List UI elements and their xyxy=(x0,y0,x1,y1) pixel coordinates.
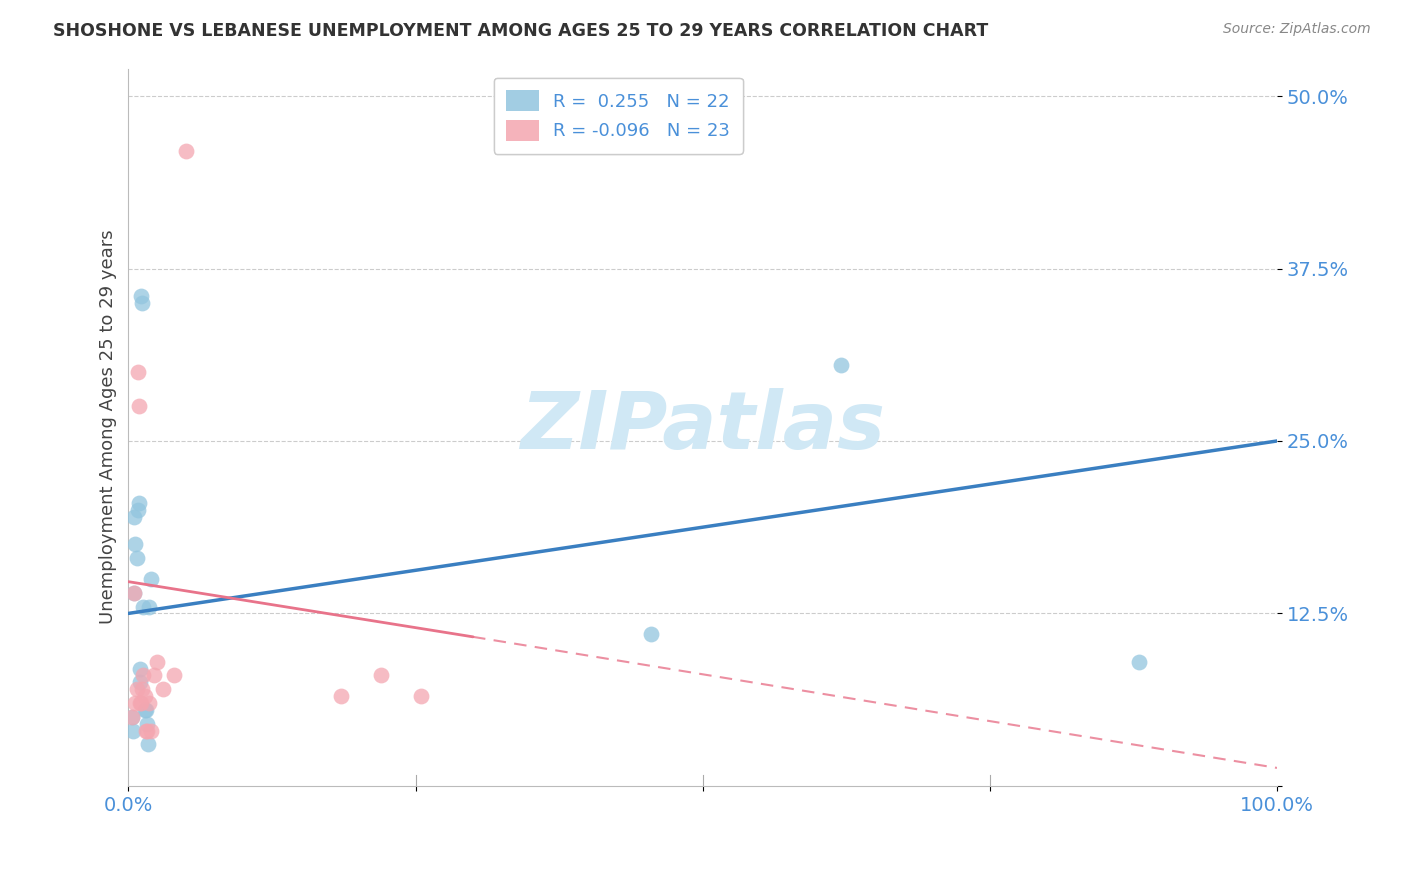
Point xyxy=(141,723,163,738)
Point xyxy=(134,689,156,703)
Text: Source: ZipAtlas.com: Source: ZipAtlas.com xyxy=(1223,22,1371,37)
Point xyxy=(131,682,153,697)
Point xyxy=(163,668,186,682)
Y-axis label: Unemployment Among Ages 25 to 29 years: Unemployment Among Ages 25 to 29 years xyxy=(100,230,117,624)
Point xyxy=(129,289,152,303)
Point xyxy=(329,689,352,703)
Point xyxy=(152,682,174,697)
Point xyxy=(124,537,146,551)
Point xyxy=(146,655,169,669)
Point xyxy=(132,668,155,682)
Point xyxy=(127,365,149,379)
Point xyxy=(122,723,145,738)
Point xyxy=(129,696,152,710)
Point xyxy=(136,738,159,752)
Point xyxy=(129,696,152,710)
Point xyxy=(135,703,157,717)
Point xyxy=(125,551,148,566)
Point xyxy=(135,723,157,738)
Point xyxy=(124,696,146,710)
Point xyxy=(135,716,157,731)
Point xyxy=(132,599,155,614)
Point xyxy=(411,689,433,703)
Point xyxy=(121,710,143,724)
Point xyxy=(128,400,150,414)
Point xyxy=(138,599,160,614)
Point xyxy=(640,627,662,641)
Point xyxy=(138,696,160,710)
Point xyxy=(125,682,148,697)
Point xyxy=(134,703,156,717)
Point xyxy=(135,723,157,738)
Point xyxy=(370,668,392,682)
Point xyxy=(1128,655,1150,669)
Point xyxy=(142,668,165,682)
Point xyxy=(122,509,145,524)
Legend: R =  0.255   N = 22, R = -0.096   N = 23: R = 0.255 N = 22, R = -0.096 N = 23 xyxy=(494,78,742,153)
Point xyxy=(174,145,197,159)
Point xyxy=(830,358,852,372)
Point xyxy=(141,572,163,586)
Point xyxy=(129,675,152,690)
Point xyxy=(129,662,152,676)
Point xyxy=(122,585,145,599)
Text: ZIPatlas: ZIPatlas xyxy=(520,388,886,467)
Point xyxy=(131,296,153,310)
Point xyxy=(128,496,150,510)
Text: SHOSHONE VS LEBANESE UNEMPLOYMENT AMONG AGES 25 TO 29 YEARS CORRELATION CHART: SHOSHONE VS LEBANESE UNEMPLOYMENT AMONG … xyxy=(53,22,988,40)
Point xyxy=(122,585,145,599)
Point xyxy=(127,503,149,517)
Point xyxy=(121,710,143,724)
